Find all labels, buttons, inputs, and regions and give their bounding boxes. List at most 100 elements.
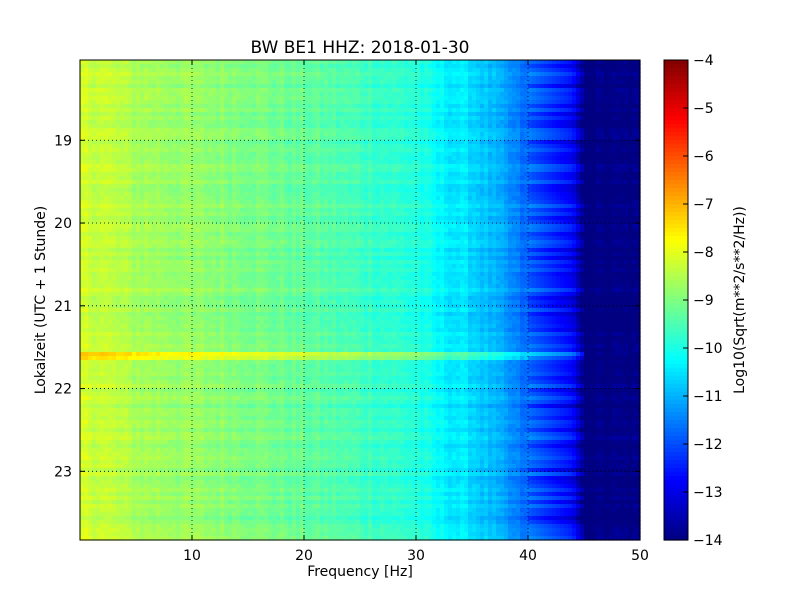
heatmap-cell xyxy=(220,152,225,157)
heatmap-cell xyxy=(468,88,473,93)
heatmap-cell xyxy=(476,120,481,125)
heatmap-cell xyxy=(464,156,469,161)
heatmap-cell xyxy=(240,72,245,77)
heatmap-cell xyxy=(456,192,461,197)
heatmap-cell xyxy=(216,128,221,133)
heatmap-cell xyxy=(288,156,293,161)
heatmap-cell xyxy=(420,80,425,85)
heatmap-cell xyxy=(352,64,357,69)
heatmap-cell xyxy=(156,76,161,81)
heatmap-cell xyxy=(384,60,389,65)
heatmap-cell xyxy=(372,168,377,173)
heatmap-cell xyxy=(268,172,273,177)
heatmap-cell xyxy=(140,120,145,125)
heatmap-cell xyxy=(116,140,121,145)
heatmap-cell xyxy=(124,124,129,129)
heatmap-cell xyxy=(392,88,397,93)
heatmap-cell xyxy=(604,64,609,69)
heatmap-cell xyxy=(152,116,157,121)
heatmap-cell xyxy=(460,60,465,65)
heatmap-cell xyxy=(92,136,97,141)
heatmap-cell xyxy=(476,112,481,117)
heatmap-cell xyxy=(520,176,525,181)
heatmap-cell xyxy=(544,192,549,197)
heatmap-cell xyxy=(544,96,549,101)
heatmap-cell xyxy=(364,104,369,109)
heatmap-cell xyxy=(332,68,337,73)
heatmap-cell xyxy=(356,184,361,189)
heatmap-cell xyxy=(464,152,469,157)
heatmap-cell xyxy=(552,60,557,65)
heatmap-cell xyxy=(128,152,133,157)
heatmap-cell xyxy=(600,108,605,113)
heatmap-cell xyxy=(576,136,581,141)
heatmap-cell xyxy=(324,160,329,165)
heatmap-cell xyxy=(232,68,237,73)
heatmap-cell xyxy=(588,164,593,169)
heatmap-cell xyxy=(244,184,249,189)
heatmap-cell xyxy=(500,84,505,89)
heatmap-cell xyxy=(256,108,261,113)
heatmap-cell xyxy=(584,112,589,117)
heatmap-cell xyxy=(148,96,153,101)
heatmap-cell xyxy=(324,200,329,205)
heatmap-cell xyxy=(244,152,249,157)
heatmap-cell xyxy=(444,144,449,149)
heatmap-cell xyxy=(200,92,205,97)
heatmap-cell xyxy=(608,92,613,97)
heatmap-cell xyxy=(188,60,193,65)
heatmap-cell xyxy=(492,132,497,137)
heatmap-cell xyxy=(268,192,273,197)
heatmap-cell xyxy=(596,152,601,157)
heatmap-cell xyxy=(512,128,517,133)
heatmap-cell xyxy=(92,180,97,185)
heatmap-cell xyxy=(460,64,465,69)
heatmap-cell xyxy=(436,100,441,105)
heatmap-cell xyxy=(572,76,577,81)
heatmap-cell xyxy=(220,200,225,205)
heatmap-cell xyxy=(484,84,489,89)
heatmap-cell xyxy=(428,132,433,137)
heatmap-cell xyxy=(512,108,517,113)
heatmap-cell xyxy=(164,100,169,105)
heatmap-cell xyxy=(304,124,309,129)
heatmap-cell xyxy=(364,72,369,77)
heatmap-cell xyxy=(400,92,405,97)
heatmap-cell xyxy=(580,140,585,145)
heatmap-cell xyxy=(328,180,333,185)
heatmap-cell xyxy=(360,124,365,129)
heatmap-cell xyxy=(120,148,125,153)
heatmap-cell xyxy=(360,136,365,141)
heatmap-cell xyxy=(436,180,441,185)
heatmap-cell xyxy=(248,140,253,145)
heatmap-cell xyxy=(352,188,357,193)
heatmap-cell xyxy=(192,180,197,185)
heatmap-cell xyxy=(124,172,129,177)
heatmap-cell xyxy=(420,108,425,113)
heatmap-cell xyxy=(88,196,93,201)
heatmap-cell xyxy=(416,92,421,97)
heatmap-cell xyxy=(616,84,621,89)
heatmap-cell xyxy=(552,72,557,77)
heatmap-cell xyxy=(328,140,333,145)
heatmap-cell xyxy=(276,164,281,169)
heatmap-cell xyxy=(152,64,157,69)
heatmap-cell xyxy=(396,180,401,185)
heatmap-cell xyxy=(288,136,293,141)
heatmap-cell xyxy=(400,100,405,105)
heatmap-cell xyxy=(468,68,473,73)
heatmap-cell xyxy=(292,180,297,185)
heatmap-cell xyxy=(488,108,493,113)
heatmap-cell xyxy=(456,76,461,81)
heatmap-cell xyxy=(132,60,137,65)
heatmap-cell xyxy=(556,188,561,193)
heatmap-cell xyxy=(236,104,241,109)
heatmap-cell xyxy=(468,72,473,77)
heatmap-cell xyxy=(156,124,161,129)
heatmap-cell xyxy=(292,104,297,109)
heatmap-cell xyxy=(208,76,213,81)
heatmap-cell xyxy=(312,112,317,117)
heatmap-cell xyxy=(88,184,93,189)
heatmap-cell xyxy=(196,68,201,73)
heatmap-cell xyxy=(512,68,517,73)
